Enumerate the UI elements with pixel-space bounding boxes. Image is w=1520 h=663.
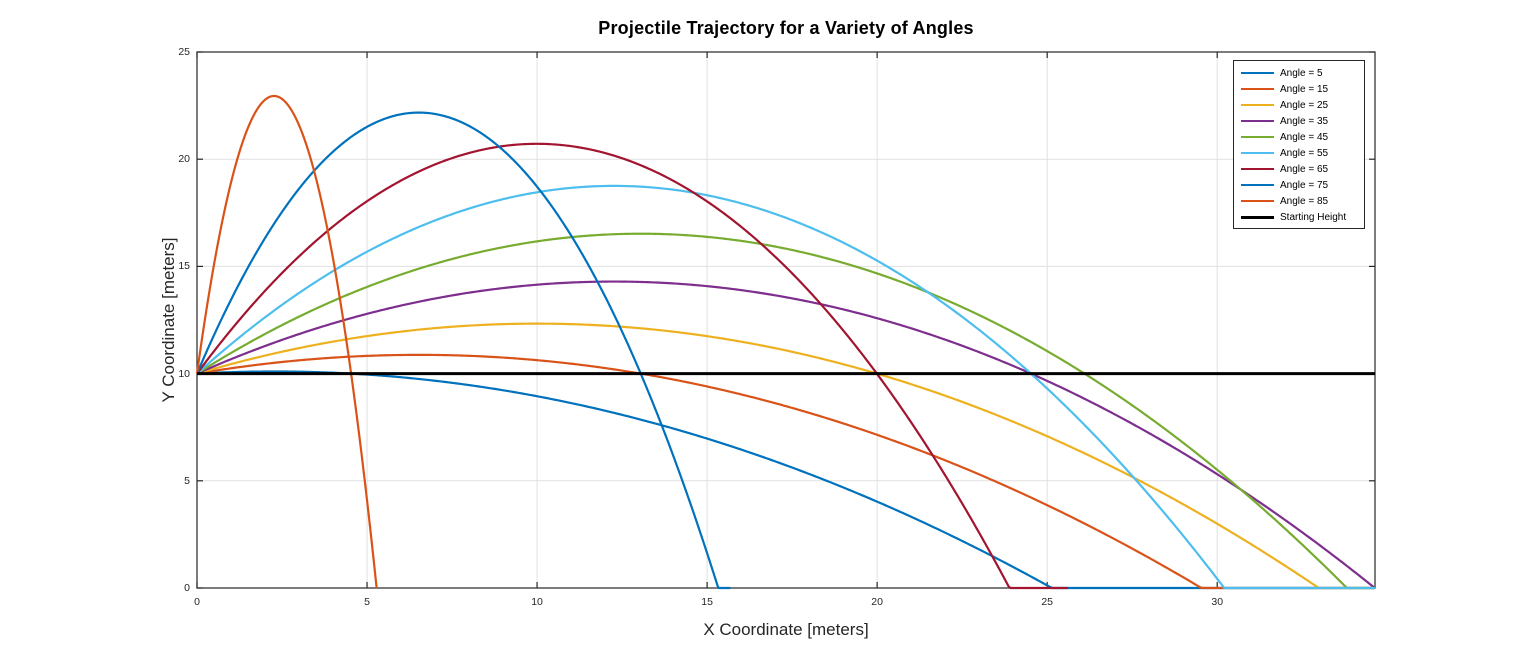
- legend-line-sample: [1241, 87, 1274, 91]
- legend-entry: Angle = 45: [1234, 129, 1364, 145]
- legend-line-sample: [1241, 199, 1274, 203]
- legend-entry: Starting Height: [1234, 209, 1364, 225]
- legend-line-sample: [1241, 167, 1274, 171]
- x-tick-label-30: 30: [1211, 596, 1224, 608]
- legend-entry: Angle = 25: [1234, 97, 1364, 113]
- trajectory-curve-angle-35: [196, 280, 1376, 589]
- legend-entry-label: Angle = 75: [1280, 179, 1329, 191]
- x-tick-label-15: 15: [701, 596, 713, 608]
- plot-border: [196, 51, 1376, 589]
- legend-line-sample: [1241, 71, 1274, 75]
- y-tick-label-20: 20: [178, 153, 190, 166]
- legend-line-sample: [1241, 135, 1274, 139]
- legend-line-sample: [1241, 103, 1274, 107]
- legend-entry-label: Angle = 85: [1280, 195, 1329, 207]
- legend-entry-label: Angle = 65: [1280, 163, 1329, 175]
- trajectory-curve-angle-15: [196, 353, 1375, 590]
- legend-entry: Angle = 5: [1234, 65, 1364, 81]
- legend-entry: Angle = 85: [1234, 193, 1364, 209]
- x-tick-label-5: 5: [364, 596, 370, 608]
- chart-title: Projectile Trajectory for a Variety of A…: [598, 18, 974, 38]
- legend-entry: Angle = 35: [1234, 113, 1364, 129]
- legend-entry: Angle = 15: [1234, 81, 1364, 97]
- legend-line-sample: [1241, 119, 1274, 123]
- trajectory-curve-angle-25: [196, 322, 1375, 590]
- y-tick-label-0: 0: [184, 582, 190, 594]
- y-tick-label-15: 15: [178, 260, 190, 273]
- legend-entry-label: Angle = 25: [1280, 99, 1329, 111]
- y-tick-label-25: 25: [178, 46, 190, 58]
- x-tick-label-10: 10: [531, 596, 543, 608]
- legend-line-sample: [1241, 215, 1274, 219]
- legend-entry: Angle = 75: [1234, 177, 1364, 193]
- legend-line-sample: [1241, 151, 1274, 155]
- trajectory-curve-angle-45: [196, 232, 1375, 590]
- x-tick-label-20: 20: [871, 596, 883, 608]
- legend-entry-label: Angle = 5: [1280, 67, 1323, 79]
- legend-entry: Angle = 65: [1234, 161, 1364, 177]
- y-tick-label-5: 5: [184, 474, 190, 487]
- trajectory-curve-angle-75: [195, 111, 731, 590]
- legend-entry-label: Angle = 15: [1280, 83, 1329, 95]
- x-axis-label: X Coordinate [meters]: [703, 620, 869, 639]
- trajectory-curve-angle-85: [195, 94, 378, 589]
- legend-line-sample: [1241, 183, 1274, 187]
- legend-entry: Angle = 55: [1234, 145, 1364, 161]
- trajectory-curve-angle-65: [196, 142, 1069, 590]
- trajectory-curve-angle-55: [196, 184, 1375, 590]
- y-tick-label-10: 10: [178, 367, 190, 380]
- legend-entry-label: Angle = 55: [1280, 147, 1329, 159]
- legend-entry-label: Starting Height: [1280, 211, 1347, 223]
- x-tick-label-25: 25: [1041, 596, 1054, 608]
- x-tick-label-0: 0: [194, 596, 200, 608]
- y-axis-label: Y Coordinate [meters]: [159, 237, 178, 403]
- trajectory-curve-angle-5: [196, 370, 1375, 590]
- legend-entry-label: Angle = 35: [1280, 115, 1329, 127]
- legend-entry-label: Angle = 45: [1280, 131, 1329, 143]
- legend: Angle = 5 Angle = 15 Angle = 25 Angle = 35 A…: [1233, 60, 1365, 229]
